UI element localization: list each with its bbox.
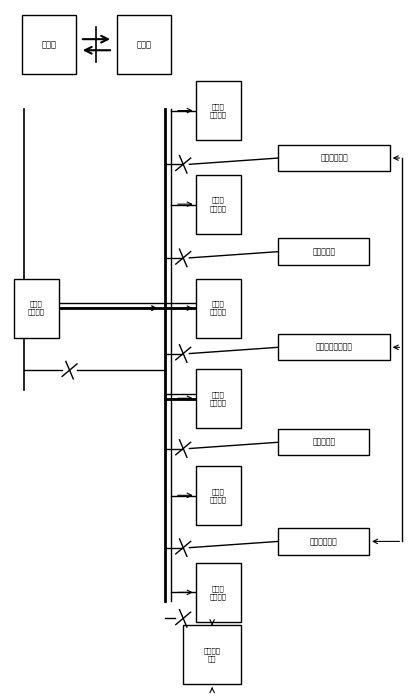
Text: 分布式
测量单元: 分布式 测量单元	[210, 197, 227, 212]
FancyBboxPatch shape	[183, 625, 241, 684]
Text: 分布式
测量单元: 分布式 测量单元	[210, 301, 227, 315]
FancyBboxPatch shape	[196, 563, 241, 622]
FancyBboxPatch shape	[22, 15, 76, 74]
Text: 分布式
测量单元: 分布式 测量单元	[28, 301, 45, 315]
Text: 紧急控制响应装置: 紧急控制响应装置	[315, 343, 352, 351]
Text: 云客户端控制: 云客户端控制	[310, 537, 337, 546]
FancyBboxPatch shape	[14, 278, 59, 338]
FancyBboxPatch shape	[196, 81, 241, 140]
FancyBboxPatch shape	[196, 466, 241, 525]
FancyBboxPatch shape	[196, 175, 241, 234]
FancyBboxPatch shape	[196, 278, 241, 338]
FancyBboxPatch shape	[196, 369, 241, 428]
FancyBboxPatch shape	[278, 239, 369, 264]
FancyBboxPatch shape	[278, 528, 369, 555]
FancyBboxPatch shape	[278, 429, 369, 455]
Text: 分布式
测量单元: 分布式 测量单元	[210, 103, 227, 118]
Text: 大电网: 大电网	[42, 40, 57, 49]
Text: 分布式
测量单元: 分布式 测量单元	[210, 488, 227, 503]
Text: 蓄电池储能: 蓄电池储能	[312, 247, 335, 256]
Text: 分布式
测量单元: 分布式 测量单元	[210, 585, 227, 600]
Text: 全景视角调度: 全景视角调度	[320, 154, 348, 163]
Text: 蓄电池储能: 蓄电池储能	[312, 438, 335, 447]
FancyBboxPatch shape	[278, 334, 390, 361]
Text: 分布式
测量单元: 分布式 测量单元	[210, 391, 227, 406]
FancyBboxPatch shape	[278, 145, 390, 171]
Text: 无功补偿
单元: 无功补偿 单元	[204, 647, 220, 662]
Text: 微电网: 微电网	[136, 40, 151, 49]
FancyBboxPatch shape	[117, 15, 171, 74]
